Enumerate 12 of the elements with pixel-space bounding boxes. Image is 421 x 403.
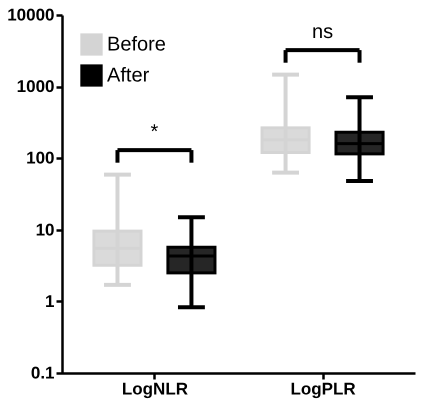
legend-label: Before [107, 34, 166, 56]
y-tick-label: 1 [45, 292, 54, 311]
y-tick-label: 100 [26, 148, 54, 168]
legend-label: After [107, 64, 150, 86]
x-tick-label: LogPLR [290, 380, 356, 398]
y-tick-label: 1000 [16, 77, 54, 96]
annotation: ns [312, 20, 334, 43]
y-tick-label: 0.1 [30, 364, 54, 382]
y-tick-label: 10 [36, 220, 54, 240]
y-tick-label: 10000 [7, 6, 54, 24]
x-tick-label: LogNLR [122, 380, 188, 398]
annotation: * [150, 120, 159, 143]
